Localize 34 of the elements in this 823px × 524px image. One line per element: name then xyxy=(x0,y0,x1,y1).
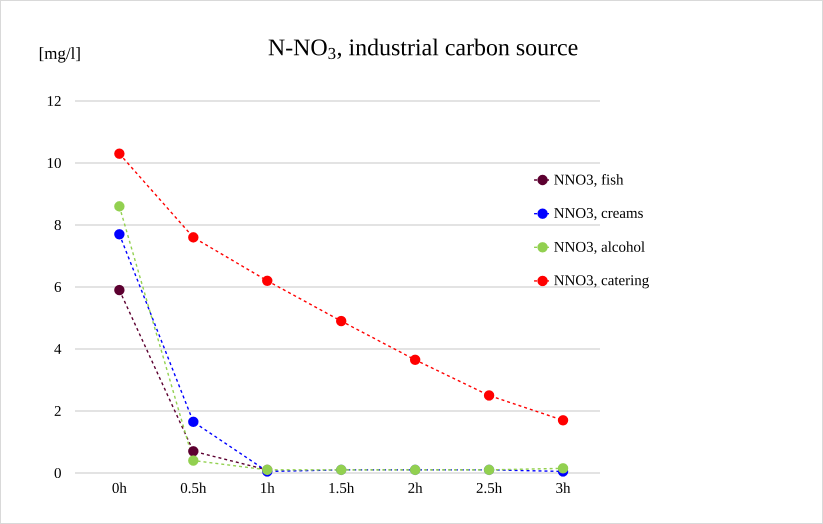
legend-label: NNO3, catering xyxy=(554,275,649,288)
y-tick-label: 0 xyxy=(54,468,61,478)
point xyxy=(558,415,568,426)
point xyxy=(114,229,125,240)
point xyxy=(188,455,199,466)
x-tick-label: 3h xyxy=(556,482,570,494)
x-tick-label: 0h xyxy=(112,482,127,494)
chart-title: N-NO$_{3}$, industrial carbon source xyxy=(268,38,578,60)
point xyxy=(188,446,199,456)
point xyxy=(410,354,420,366)
x-tick-label: 2h xyxy=(408,482,422,493)
y-tick-label: 6 xyxy=(54,282,62,292)
y-tick-label: 2 xyxy=(54,406,61,416)
point xyxy=(114,284,125,296)
y-axis-title: [mg/l] xyxy=(40,47,80,63)
legend-label: NNO3, alcohol xyxy=(554,241,645,254)
x-tick-label: 1h xyxy=(261,482,275,493)
y-tick-label: 8 xyxy=(54,220,61,230)
legend-label: NNO3, fish xyxy=(554,174,624,187)
y-tick-label: 10 xyxy=(48,158,61,168)
point xyxy=(558,463,568,474)
legend-label: NNO3, creams xyxy=(554,208,643,220)
y-tick-label: 12 xyxy=(48,96,61,106)
point xyxy=(188,232,199,243)
point xyxy=(262,276,272,286)
point xyxy=(114,201,125,212)
point xyxy=(336,316,346,326)
x-tick-label: 2.5h xyxy=(476,482,502,494)
x-tick-label: 1.5h xyxy=(329,482,354,494)
point xyxy=(484,390,494,401)
x-tick-label: 0.5h xyxy=(180,482,206,494)
y-tick-label: 4 xyxy=(54,344,62,354)
point xyxy=(188,416,199,428)
point xyxy=(114,148,125,159)
